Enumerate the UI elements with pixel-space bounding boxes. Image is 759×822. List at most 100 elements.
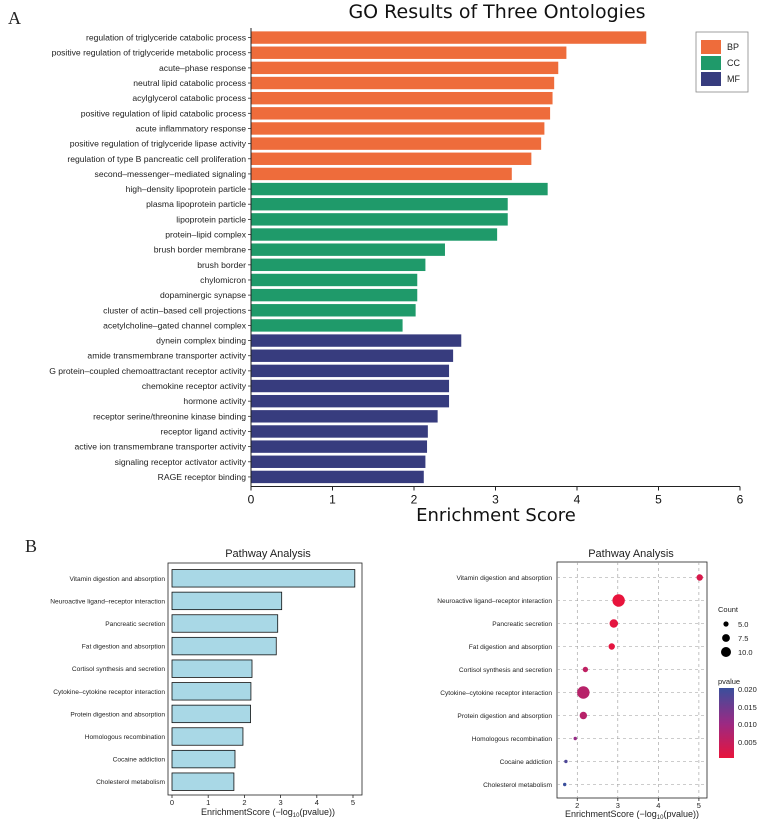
chart-b-x-tick-label: 0 <box>170 798 174 807</box>
chart-c-grid <box>557 562 707 798</box>
pvalue-legend-label-1: 0.020 <box>738 685 757 694</box>
chart-a-bar <box>251 470 424 484</box>
chart-b-x-tick-label: 1 <box>206 798 210 807</box>
chart-c-x-tick-label: 4 <box>656 801 660 810</box>
chart-a-x-axis: 0 1 2 3 4 5 6 <box>248 28 744 507</box>
chart-a-category-label: amide transmembrane transporter activity <box>87 351 246 361</box>
chart-c-category-label: Vitamin digestion and absorption <box>456 575 552 582</box>
chart-a-bar <box>251 394 450 408</box>
chart-a-category-label: second–messenger–mediated signaling <box>95 169 247 179</box>
chart-a-bar <box>251 425 428 438</box>
count-legend-label-medium: 7.5 <box>738 634 748 643</box>
chart-c-category-label: Homologous recombination <box>472 736 553 743</box>
chart-a-x-tick-label: 2 <box>411 493 418 507</box>
legend-swatch-mf <box>701 72 721 86</box>
chart-b-category-label: Protein digestion and absorption <box>70 711 165 718</box>
chart-a-category-label: positive regulation of triglyceride lipa… <box>70 139 247 149</box>
chart-c-category-label: Cortisol synthesis and secretion <box>459 667 552 674</box>
chart-c-point <box>564 759 568 764</box>
chart-a-bar <box>251 198 508 211</box>
chart-a-title: GO Results of Three Ontologies <box>348 1 645 23</box>
chart-a-x-tick-label: 5 <box>655 493 662 507</box>
pvalue-legend-title: pvalue <box>718 677 740 686</box>
chart-a-category-label: acute–phase response <box>159 63 246 73</box>
chart-c-category-label: Protein digestion and absorption <box>457 713 552 720</box>
chart-a-bar <box>251 76 555 90</box>
chart-c-point <box>577 686 590 699</box>
chart-a-bar <box>251 273 418 287</box>
chart-a-bars <box>251 31 647 484</box>
chart-c-x-label: EnrichmentScore (−log10(pvalue)) <box>565 809 699 821</box>
chart-c-x-tick-label: 5 <box>697 801 701 810</box>
legend-label-mf: MF <box>727 74 740 84</box>
chart-a-bar <box>251 31 647 44</box>
chart-c-category-label: Cytokine–cytokine receptor interaction <box>440 690 552 697</box>
chart-a-bar <box>251 137 542 150</box>
chart-a-bar <box>251 379 450 393</box>
chart-a-bar <box>251 455 426 468</box>
chart-b-category-label: Cocaine addiction <box>113 757 166 764</box>
count-legend-label-small: 5.0 <box>738 620 748 629</box>
chart-b-x-label: EnrichmentScore (−log10(pvalue)) <box>201 807 335 819</box>
chart-a-category-label: chylomicron <box>200 275 246 285</box>
chart-b-category-label: Cytokine–cytokine receptor interaction <box>53 689 165 696</box>
chart-a-category-label: plasma lipoprotein particle <box>146 199 246 209</box>
chart-a-category-label: RAGE receptor binding <box>158 472 247 482</box>
chart-c-point <box>696 574 703 581</box>
chart-b-bar <box>171 591 283 611</box>
chart-c-point <box>563 782 567 787</box>
legend-swatch-bp <box>701 40 721 54</box>
chart-a-bar <box>251 213 508 226</box>
panel-label-a: A <box>8 8 21 28</box>
chart-a-category-label: lipoprotein particle <box>176 214 246 224</box>
chart-c-point <box>573 736 577 741</box>
panel-label-b: B <box>25 536 37 556</box>
chart-c-point <box>612 594 625 607</box>
chart-c-category-label: Cocaine addiction <box>500 759 553 766</box>
chart-a-bar <box>251 349 454 362</box>
chart-a-category-label: acylglycerol catabolic process <box>132 93 246 103</box>
chart-a-category-label: brush border <box>197 260 246 270</box>
chart-b-bar <box>171 682 252 701</box>
chart-a-category-label: acute inflammatory response <box>136 123 247 133</box>
chart-b-bar <box>171 636 277 656</box>
chart-a-category-label: regulation of type B pancreatic cell pro… <box>67 154 246 164</box>
chart-c-point <box>582 666 589 673</box>
legend-label-cc: CC <box>727 58 740 68</box>
chart-c-point <box>579 711 588 720</box>
legend-label-bp: BP <box>727 42 739 52</box>
chart-a-category-label: brush border membrane <box>154 245 246 255</box>
chart-b-bar <box>171 659 253 678</box>
chart-a-bar <box>251 61 559 75</box>
chart-a-category-label: signaling receptor activator activity <box>115 457 247 467</box>
chart-c-points <box>563 574 703 787</box>
chart-a-category-label: G protein–coupled chemoattractant recept… <box>49 366 247 376</box>
chart-c-frame <box>556 561 708 799</box>
chart-a-x-tick-label: 0 <box>248 493 255 507</box>
chart-a-bar <box>251 410 438 423</box>
count-legend-label-large: 10.0 <box>738 648 753 657</box>
chart-a-category-label: chemokine receptor activity <box>142 381 247 391</box>
pvalue-legend-label-3: 0.010 <box>738 720 757 729</box>
chart-a-bar <box>251 91 553 105</box>
chart-b-category-label: Pancreatic secretion <box>105 621 165 628</box>
chart-a-bar <box>251 258 426 272</box>
chart-b-category-label: Neuroactive ligand–receptor interaction <box>50 598 165 605</box>
chart-a-category-label: protein–lipid complex <box>165 230 246 240</box>
chart-c-x-tick-label: 2 <box>575 801 579 810</box>
chart-b-bar <box>171 772 235 791</box>
chart-a-bar <box>251 152 532 165</box>
chart-a-category-label: receptor ligand activity <box>160 426 246 436</box>
chart-a-bar <box>251 288 418 302</box>
chart-a-category-label: positive regulation of lipid catabolic p… <box>81 108 246 118</box>
chart-b-x-tick-label: 4 <box>315 798 319 807</box>
chart-a-bar <box>251 243 445 256</box>
chart-a-category-label: high–density lipoprotein particle <box>126 184 247 194</box>
chart-a-x-tick-label: 1 <box>329 493 336 507</box>
chart-c-point <box>609 619 618 628</box>
chart-b-category-label: Cholesterol metabolism <box>96 779 165 786</box>
chart-a-category-label: cluster of actin–based cell projections <box>103 305 246 315</box>
chart-a-x-label: Enrichment Score <box>416 505 576 526</box>
chart-a-category-label: active ion transmembrane transporter act… <box>75 442 247 452</box>
chart-c-x-tick-label: 3 <box>616 801 620 810</box>
